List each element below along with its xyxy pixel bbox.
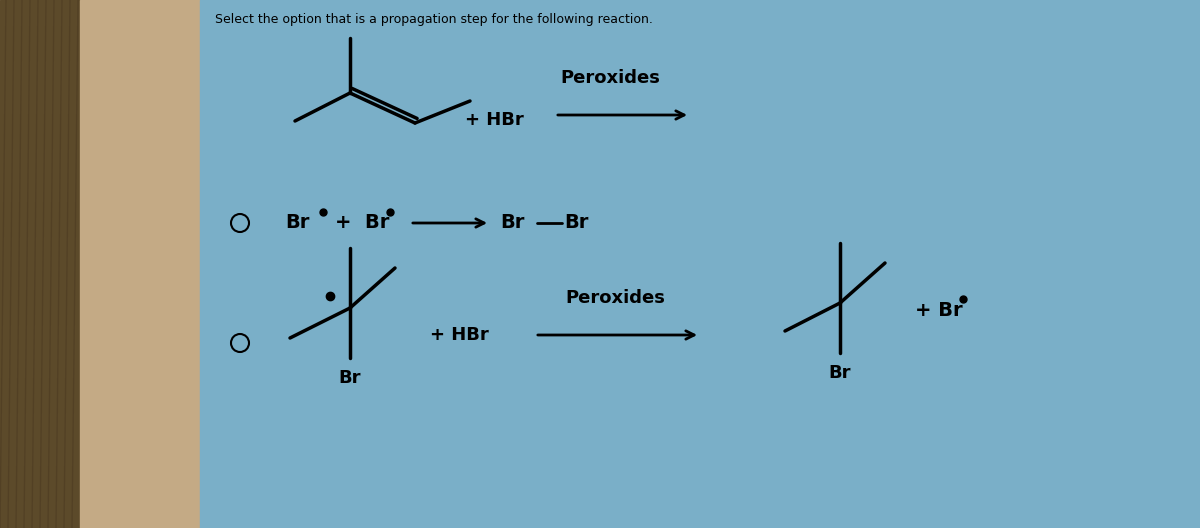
Text: + Br: + Br — [916, 300, 962, 319]
Text: +  Br: + Br — [335, 213, 389, 232]
Text: Peroxides: Peroxides — [560, 69, 660, 87]
Bar — [200, 0, 1200, 528]
Text: Br: Br — [564, 213, 588, 232]
Text: Br: Br — [338, 369, 360, 387]
Text: + HBr: + HBr — [466, 111, 523, 129]
Bar — [0, 0, 80, 528]
Text: Br: Br — [286, 213, 310, 232]
Text: Peroxides: Peroxides — [565, 289, 665, 307]
Text: Select the option that is a propagation step for the following reaction.: Select the option that is a propagation … — [215, 14, 653, 26]
Text: Br: Br — [828, 364, 851, 382]
Text: Br: Br — [500, 213, 524, 232]
Bar — [80, 0, 200, 528]
Text: + HBr: + HBr — [430, 326, 488, 344]
